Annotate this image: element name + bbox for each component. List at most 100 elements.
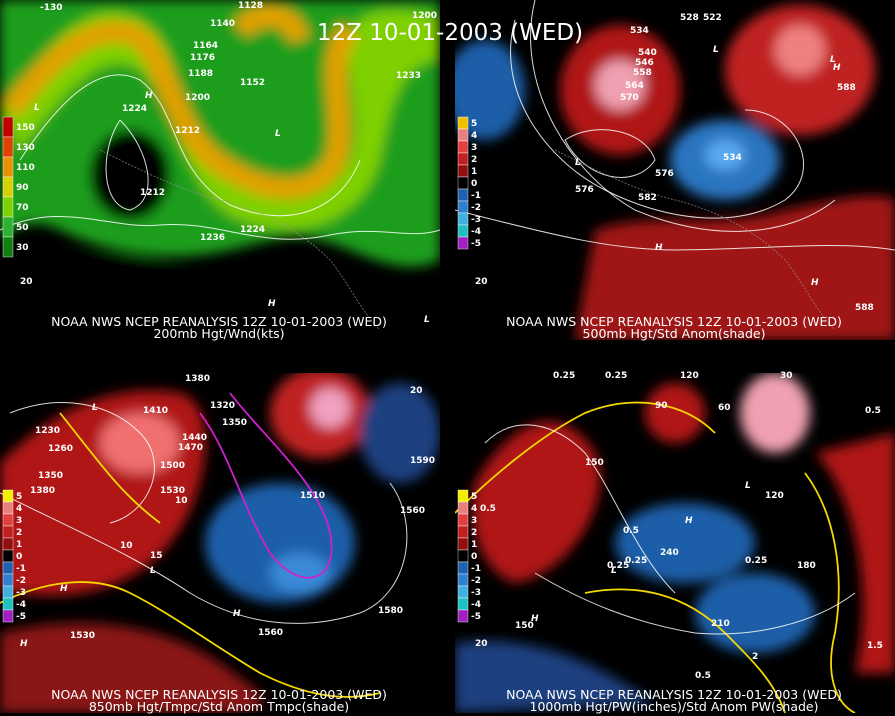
legend-label: 2 xyxy=(471,528,477,538)
contour-label: 558 xyxy=(633,68,652,78)
contour-label: 0.25 xyxy=(607,561,629,571)
pressure-center: L xyxy=(575,158,581,168)
pressure-center: H xyxy=(531,614,539,624)
legend-label: 4 xyxy=(471,504,477,514)
legend-swatch xyxy=(457,152,469,166)
legend-label: -1 xyxy=(16,564,26,574)
legend-label: 2 xyxy=(471,155,477,165)
legend-label: 5 xyxy=(471,119,477,129)
pressure-center: L xyxy=(830,55,836,65)
contour-label: 1590 xyxy=(410,456,435,466)
legend-label: 70 xyxy=(16,203,29,213)
contour-label: 570 xyxy=(620,93,639,103)
contour-label: 1560 xyxy=(400,506,425,516)
contour-label: 1470 xyxy=(178,443,203,453)
pressure-center: H xyxy=(833,63,841,73)
legend-label: 1 xyxy=(471,540,477,550)
pressure-center: L xyxy=(424,315,430,325)
legend-swatch xyxy=(2,176,14,198)
pressure-center: L xyxy=(92,403,98,413)
contour-label: 240 xyxy=(660,548,679,558)
legend-label: 1 xyxy=(471,167,477,177)
legend-swatch xyxy=(457,236,469,250)
legend-swatch xyxy=(2,216,14,238)
legend-swatch xyxy=(2,597,14,611)
contour-label: 582 xyxy=(638,193,657,203)
legend-label: 2 xyxy=(16,528,22,538)
contour-label: 150 xyxy=(515,621,534,631)
legend-label: -4 xyxy=(471,227,481,237)
contour-label: 1233 xyxy=(396,71,421,81)
panel-850mb xyxy=(0,373,440,713)
panel-caption: 850mb Hgt/Tmpc/Std Anom Tmpc(shade) xyxy=(89,699,349,714)
contour-label: 1410 xyxy=(143,406,168,416)
contour-label: 1152 xyxy=(240,78,265,88)
legend-swatch xyxy=(2,196,14,218)
pressure-center: L xyxy=(150,566,156,576)
contour-label: 534 xyxy=(723,153,742,163)
contour-label: 546 xyxy=(635,58,654,68)
contour-label: 0.5 xyxy=(623,526,639,536)
legend-swatch xyxy=(2,136,14,158)
contour-label: 534 xyxy=(630,26,649,36)
legend-swatch xyxy=(457,116,469,130)
legend-label: -3 xyxy=(471,215,481,225)
contour-label: 1128 xyxy=(238,1,263,11)
contour-label: 1380 xyxy=(185,374,210,384)
panel-caption: 200mb Hgt/Wnd(kts) xyxy=(153,326,284,341)
contour-label: 1530 xyxy=(70,631,95,641)
contour-label: 10 xyxy=(175,496,188,506)
legend-swatch xyxy=(457,513,469,527)
contour-label: 1212 xyxy=(175,126,200,136)
pressure-center: H xyxy=(60,584,68,594)
pressure-center: H xyxy=(685,516,693,526)
legend-swatch xyxy=(457,224,469,238)
legend-swatch xyxy=(457,573,469,587)
legend-label: 5 xyxy=(471,492,477,502)
legend-swatch xyxy=(2,236,14,258)
pressure-center: L xyxy=(611,566,617,576)
contour-label: 0.5 xyxy=(865,406,881,416)
legend-swatch xyxy=(457,501,469,515)
legend-swatch xyxy=(457,128,469,142)
contour-label: 1440 xyxy=(182,433,207,443)
contour-label: 1350 xyxy=(38,471,63,481)
legend-label: 0 xyxy=(471,179,477,189)
contour-label: 1260 xyxy=(48,444,73,454)
legend-swatch xyxy=(2,573,14,587)
contour-label: 1530 xyxy=(160,486,185,496)
legend-swatch xyxy=(457,597,469,611)
contour-label: 1236 xyxy=(200,233,225,243)
legend-swatch xyxy=(2,501,14,515)
panel-source: NOAA NWS NCEP REANALYSIS 12Z 10-01-2003 … xyxy=(51,687,387,702)
legend-swatch xyxy=(457,140,469,154)
legend-swatch xyxy=(457,212,469,226)
pressure-center: L xyxy=(34,103,40,113)
title: 12Z 10-01-2003 (WED) xyxy=(317,20,583,46)
legend-swatch xyxy=(457,585,469,599)
legend-label: 3 xyxy=(16,516,22,526)
contour-label: 1164 xyxy=(193,41,218,51)
legend-label: 3 xyxy=(471,143,477,153)
legend-swatch xyxy=(457,537,469,551)
legend-swatch xyxy=(2,513,14,527)
contour-label: 1212 xyxy=(140,188,165,198)
legend-swatch xyxy=(457,164,469,178)
contour-label: 588 xyxy=(855,303,874,313)
legend-swatch xyxy=(457,176,469,190)
pressure-center: H xyxy=(655,243,663,253)
legend-swatch xyxy=(2,489,14,503)
panel-source: NOAA NWS NCEP REANALYSIS 12Z 10-01-2003 … xyxy=(506,687,842,702)
contour-label: 15 xyxy=(150,551,163,561)
pressure-center: L xyxy=(713,45,719,55)
contour-label: 1500 xyxy=(160,461,185,471)
pressure-center: H xyxy=(233,609,241,619)
pressure-center: H xyxy=(811,278,819,288)
contour-label: 0.25 xyxy=(605,371,627,381)
legend-label: -1 xyxy=(471,191,481,201)
legend-swatch xyxy=(457,489,469,503)
